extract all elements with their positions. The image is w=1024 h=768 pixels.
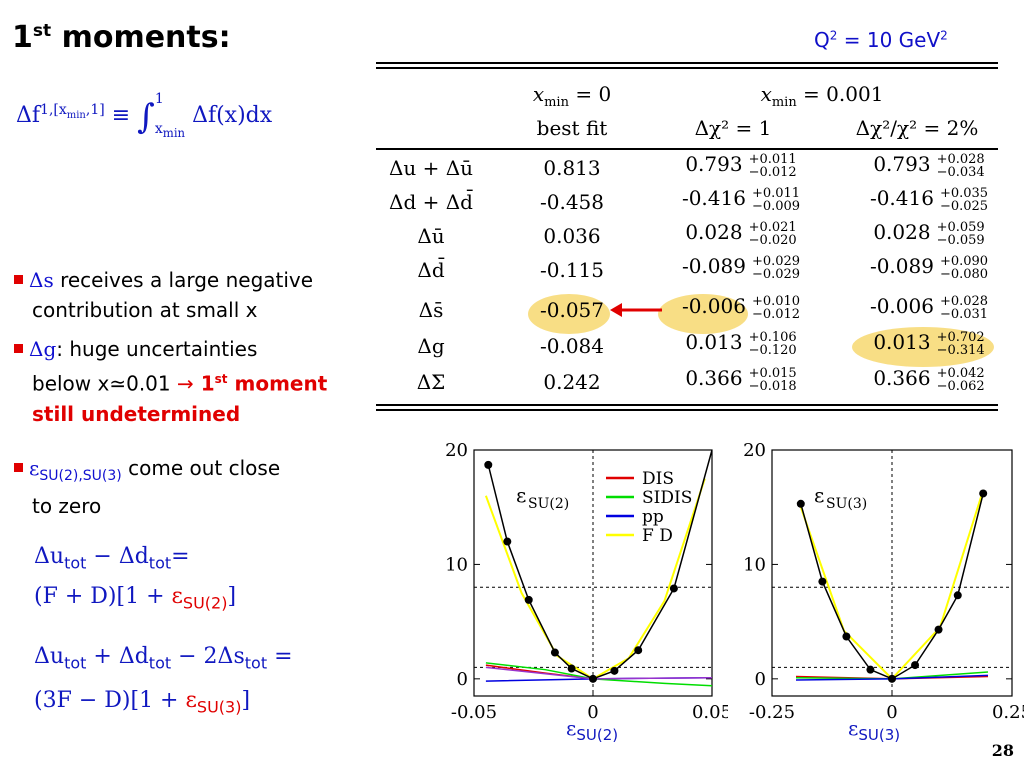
- y-tick-label: 0: [755, 669, 766, 690]
- table-header-rule: [376, 148, 998, 150]
- series-line-f-d: [484, 478, 706, 681]
- y-tick-label: 10: [743, 554, 766, 575]
- bullet-epsilon: εSU(2),SU(3) come out close to zero: [14, 453, 280, 521]
- data-point: [524, 595, 533, 604]
- legend-label: DIS: [642, 469, 674, 489]
- data-point: [589, 674, 597, 683]
- chart-su3: 0 10 20 -0.25 0 0.25 εSU(3): [743, 440, 1024, 723]
- table-top-rule: [376, 62, 998, 64]
- data-point: [484, 460, 493, 469]
- x-tick-label: 0: [886, 702, 897, 723]
- panel-label: ε: [814, 483, 824, 507]
- moment-definition-formula: Δf1,[xmin,1] ≡ ∫ 1 xmin Δf(x)dx: [16, 91, 273, 140]
- table-row: Δs̄ -0.057 -0.006 +0.010 −0.012 -0.006 +0.0…: [418, 293, 989, 322]
- q2-scale-label: Q2 = 10 GeV2: [814, 28, 948, 52]
- table-bottom-rule: [376, 404, 998, 406]
- plot-area: [484, 450, 712, 687]
- x-tick-label: -0.05: [451, 702, 497, 723]
- table-row: Δd̄ -0.115 -0.089 +0.029 −0.029 -0.089 +0.0…: [417, 253, 989, 282]
- table-row: Δū 0.036 0.028 +0.021 −0.020 0.028 +0.059 −0…: [417, 219, 985, 248]
- data-point: [503, 537, 512, 546]
- data-point: [610, 666, 619, 675]
- page-number: 28: [991, 741, 1014, 760]
- legend-label: pp: [642, 507, 664, 527]
- highlight-best-fit-s: [528, 294, 610, 334]
- header-chi2-1: Δχ² = 1: [694, 116, 772, 140]
- data-point: [550, 648, 559, 657]
- x-tick-label: 0: [587, 702, 598, 723]
- data-point: [669, 584, 678, 593]
- x-tick-label: 0.05: [692, 702, 728, 723]
- bullet-marker: [14, 344, 23, 353]
- moments-table: xmin = 0 xmin = 0.001 best fit Δχ² = 1 Δ…: [376, 62, 998, 412]
- xlabel-su2: εSU(2): [566, 716, 619, 744]
- data-point: [567, 664, 576, 673]
- data-point: [934, 625, 943, 634]
- red-arrow: [610, 303, 662, 317]
- data-point: [866, 665, 875, 674]
- panel-label-sub: SU(3): [826, 496, 867, 512]
- bullet-delta-s: Δs receives a large negative contributio…: [14, 265, 313, 325]
- data-point: [953, 591, 962, 600]
- data-point: [818, 577, 827, 586]
- header-chi2-2pct: Δχ²/χ² = 2%: [855, 116, 979, 140]
- data-point: [796, 499, 805, 508]
- highlight-chi2-s: [658, 294, 748, 334]
- table-row: Δu + Δū 0.813 0.793 +0.011 −0.012 0.793 +0.…: [388, 151, 985, 180]
- x-tick-label: -0.25: [749, 702, 795, 723]
- x-tick-label: 0.25: [992, 702, 1024, 723]
- panel-label: ε: [516, 483, 526, 507]
- data-point: [634, 646, 643, 655]
- table-row: Δg -0.084 0.013 +0.106 −0.120 0.013 +0.702−…: [417, 329, 985, 358]
- header-xmin-0: xmin = 0: [532, 82, 612, 110]
- y-tick-label: 0: [457, 669, 468, 690]
- bullet-marker: [14, 275, 23, 284]
- bullet-marker: [14, 463, 23, 472]
- data-point: [911, 661, 920, 670]
- data-point: [888, 674, 896, 683]
- panel-label-sub: SU(2): [528, 496, 569, 512]
- highlight-g-2pct: [852, 327, 994, 367]
- equation-su2: Δutot − Δdtot= (F + D)[1 + εSU(2)]: [34, 544, 237, 613]
- y-tick-label: 10: [445, 554, 468, 575]
- table-top-rule-2: [376, 67, 998, 69]
- header-xmin-0001: xmin = 0.001: [760, 82, 884, 110]
- y-tick-label: 20: [743, 440, 766, 461]
- table-bottom-rule-2: [376, 409, 998, 411]
- data-point: [979, 489, 988, 498]
- series-line-total: [487, 450, 712, 680]
- header-best-fit: best fit: [536, 116, 608, 140]
- bullet-delta-g: Δg: huge uncertainties below x≃0.01 → 1s…: [14, 334, 327, 429]
- legend-label: SIDIS: [642, 488, 692, 508]
- xlabel-su3: εSU(3): [848, 716, 901, 744]
- table-row: Δd + Δd̄ -0.458 -0.416 +0.011 −0.009 -0.41…: [389, 185, 989, 214]
- y-tick-label: 20: [445, 440, 468, 461]
- equation-su3: Δutot + Δdtot − 2Δstot = (3F − D)[1 + εS…: [34, 644, 293, 717]
- table-row: ΔΣ 0.242 0.366 +0.015 −0.018 0.366 +0.042 −0…: [416, 365, 985, 394]
- plot-area: [795, 489, 989, 683]
- slide-title: 1st moments:: [12, 20, 231, 55]
- legend-label: F D: [642, 526, 673, 546]
- data-point: [842, 632, 851, 641]
